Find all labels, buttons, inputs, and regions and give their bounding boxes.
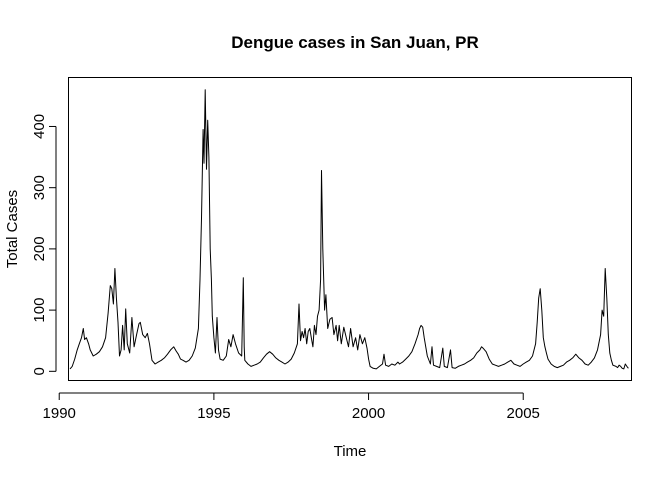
y-tick-label: 300 [31, 175, 48, 200]
y-tick-label: 0 [31, 367, 48, 375]
x-tick-label: 1995 [197, 405, 230, 422]
x-axis-label: Time [334, 443, 367, 460]
series-line [69, 89, 629, 370]
x-axis: 1990 1995 2000 2005 [43, 392, 540, 422]
plot-frame [68, 77, 632, 381]
y-axis: 0 100 200 300 400 [31, 114, 57, 375]
y-tick-label: 200 [31, 236, 48, 261]
x-tick-label: 1990 [43, 405, 76, 422]
y-tick-label: 100 [31, 298, 48, 323]
series-layer [69, 89, 629, 370]
x-tick-label: 2005 [507, 405, 540, 422]
y-axis-label: Total Cases [4, 190, 21, 268]
chart-title: Dengue cases in San Juan, PR [231, 33, 479, 52]
y-tick-label: 400 [31, 114, 48, 139]
x-tick-label: 2000 [352, 405, 385, 422]
